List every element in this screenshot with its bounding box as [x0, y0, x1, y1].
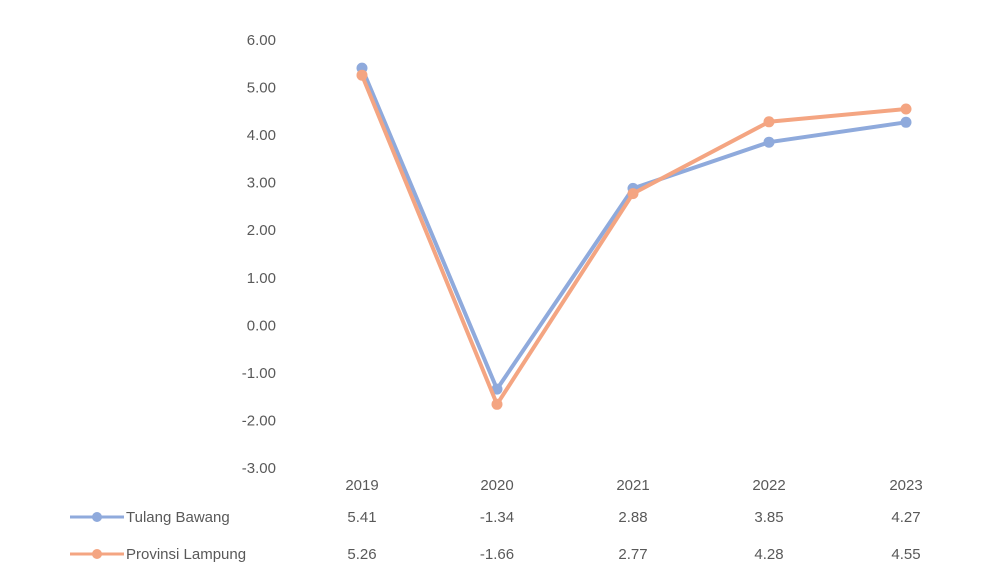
series-point [356, 69, 368, 81]
legend-label: Provinsi Lampung [126, 546, 246, 563]
legend-marker [92, 549, 102, 559]
series-lines [356, 62, 912, 410]
category-label: 2021 [616, 477, 649, 494]
y-axis-ticks: 6.00 5.00 4.00 3.00 2.00 1.00 0.00 -1.00 -2.00 -3… [242, 32, 276, 477]
y-tick-label: -2.00 [242, 412, 276, 429]
data-table-cell: 2.77 [618, 546, 647, 563]
y-tick-label: 5.00 [247, 80, 276, 97]
legend-marker [92, 512, 102, 522]
data-table-cell: 4.28 [754, 546, 783, 563]
data-table-cell: 4.55 [891, 546, 920, 563]
data-table-cell: -1.66 [480, 546, 514, 563]
data-table-cell: 5.41 [347, 509, 376, 526]
series-point [491, 398, 503, 410]
y-tick-label: 6.00 [247, 32, 276, 49]
y-tick-label: 3.00 [247, 175, 276, 192]
legend-label: Tulang Bawang [126, 509, 230, 526]
data-table-cell: 4.27 [891, 509, 920, 526]
y-tick-label: 0.00 [247, 317, 276, 334]
category-label: 2022 [752, 477, 785, 494]
data-table: Tulang Bawang 5.41 -1.34 2.88 3.85 4.27 Provin… [70, 509, 921, 563]
category-label: 2020 [480, 477, 513, 494]
series-point [491, 383, 503, 395]
category-label: 2023 [889, 477, 922, 494]
series-point [900, 103, 912, 115]
series-line-1 [360, 73, 908, 407]
y-tick-label: -1.00 [242, 365, 276, 382]
series-point [627, 188, 639, 200]
data-table-cell: 3.85 [754, 509, 783, 526]
category-label: 2019 [345, 477, 378, 494]
data-table-cell: 2.88 [618, 509, 647, 526]
y-tick-label: 4.00 [247, 127, 276, 144]
series-point [900, 116, 912, 128]
category-labels: 2019 2020 2021 2022 2023 [345, 477, 922, 494]
data-table-cell: 5.26 [347, 546, 376, 563]
data-table-cell: -1.34 [480, 509, 514, 526]
y-tick-label: 1.00 [247, 270, 276, 287]
y-tick-label: -3.00 [242, 460, 276, 477]
series-point [763, 136, 775, 148]
y-tick-label: 2.00 [247, 222, 276, 239]
series-point [763, 116, 775, 128]
